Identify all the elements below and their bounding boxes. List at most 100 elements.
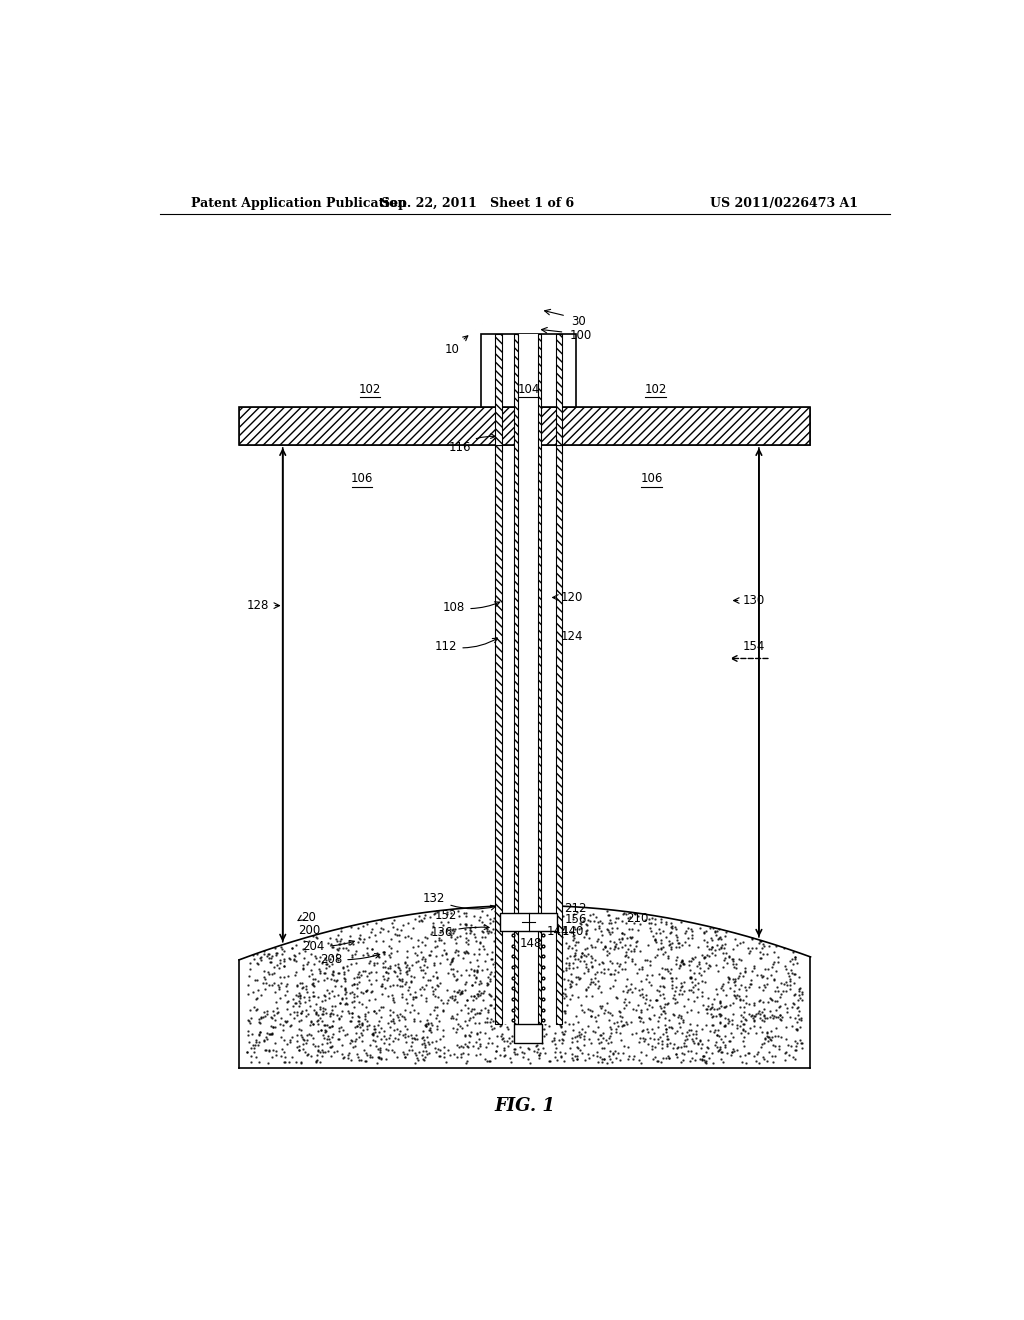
Point: [757, 1027, 773, 1048]
Point: [278, 1045, 294, 1067]
Point: [593, 920, 609, 941]
Point: [512, 1011, 528, 1032]
Point: [554, 1032, 570, 1053]
Point: [727, 953, 743, 974]
Point: [532, 990, 549, 1011]
Point: [598, 1030, 614, 1051]
Point: [591, 1032, 607, 1053]
Point: [572, 946, 589, 968]
Point: [272, 1014, 289, 1035]
Point: [554, 927, 570, 948]
Point: [449, 1003, 465, 1024]
Point: [343, 917, 359, 939]
Point: [382, 999, 398, 1020]
Point: [573, 913, 590, 935]
Point: [712, 1011, 728, 1032]
Point: [701, 917, 718, 939]
Point: [733, 1005, 750, 1026]
Point: [322, 1036, 338, 1057]
Point: [375, 956, 391, 977]
Point: [450, 968, 466, 989]
Point: [593, 1031, 609, 1052]
Point: [603, 917, 620, 939]
Point: [392, 962, 409, 983]
Point: [711, 919, 727, 940]
Point: [454, 1018, 470, 1039]
Point: [557, 983, 573, 1005]
Point: [624, 982, 640, 1003]
Point: [738, 979, 755, 1001]
Text: 148: 148: [520, 937, 543, 949]
Point: [289, 1031, 305, 1052]
Point: [399, 925, 416, 946]
Point: [613, 911, 630, 932]
Point: [394, 975, 411, 997]
Point: [756, 1047, 772, 1068]
Point: [509, 1006, 525, 1027]
Point: [561, 1038, 578, 1059]
Point: [556, 978, 572, 999]
Point: [605, 1043, 622, 1064]
Point: [275, 1041, 292, 1063]
Point: [243, 1045, 259, 1067]
Point: [556, 1011, 572, 1032]
Point: [574, 942, 591, 964]
Point: [383, 929, 399, 950]
Point: [697, 946, 714, 968]
Point: [321, 1028, 337, 1049]
Point: [458, 923, 474, 944]
Point: [732, 997, 749, 1018]
Point: [256, 942, 272, 964]
Text: 200: 200: [299, 924, 321, 937]
Point: [637, 993, 653, 1014]
Point: [502, 1032, 518, 1053]
Point: [280, 990, 296, 1011]
Point: [613, 923, 630, 944]
Point: [369, 931, 385, 952]
Point: [382, 1024, 398, 1045]
Point: [485, 965, 502, 986]
Bar: [496, 334, 502, 445]
Point: [275, 966, 292, 987]
Point: [718, 985, 734, 1006]
Point: [414, 960, 430, 981]
Text: 140: 140: [562, 925, 585, 939]
Point: [344, 1002, 360, 1023]
Point: [438, 903, 455, 924]
Point: [662, 923, 678, 944]
Point: [407, 966, 423, 987]
Point: [492, 1044, 508, 1065]
Point: [382, 975, 398, 997]
Point: [445, 981, 462, 1002]
Point: [329, 939, 345, 960]
Point: [529, 1039, 546, 1060]
Point: [679, 1022, 695, 1043]
Point: [544, 928, 560, 949]
Text: 154: 154: [743, 640, 765, 653]
Point: [656, 1007, 673, 1028]
Point: [656, 1014, 673, 1035]
Point: [376, 969, 392, 990]
Point: [771, 1008, 787, 1030]
Point: [267, 991, 284, 1012]
Point: [506, 986, 522, 1007]
Point: [369, 1026, 385, 1047]
Point: [312, 946, 329, 968]
Point: [783, 1015, 800, 1036]
Point: [461, 1024, 477, 1045]
Point: [339, 940, 355, 961]
Point: [288, 935, 304, 956]
Point: [397, 962, 414, 983]
Point: [638, 1044, 654, 1065]
Point: [467, 1012, 483, 1034]
Point: [785, 953, 802, 974]
Point: [657, 994, 674, 1015]
Point: [715, 942, 731, 964]
Point: [334, 1001, 350, 1022]
Point: [664, 978, 680, 999]
Point: [366, 1001, 382, 1022]
Point: [383, 1010, 399, 1031]
Point: [733, 975, 750, 997]
Point: [662, 1032, 678, 1053]
Point: [521, 1039, 538, 1060]
